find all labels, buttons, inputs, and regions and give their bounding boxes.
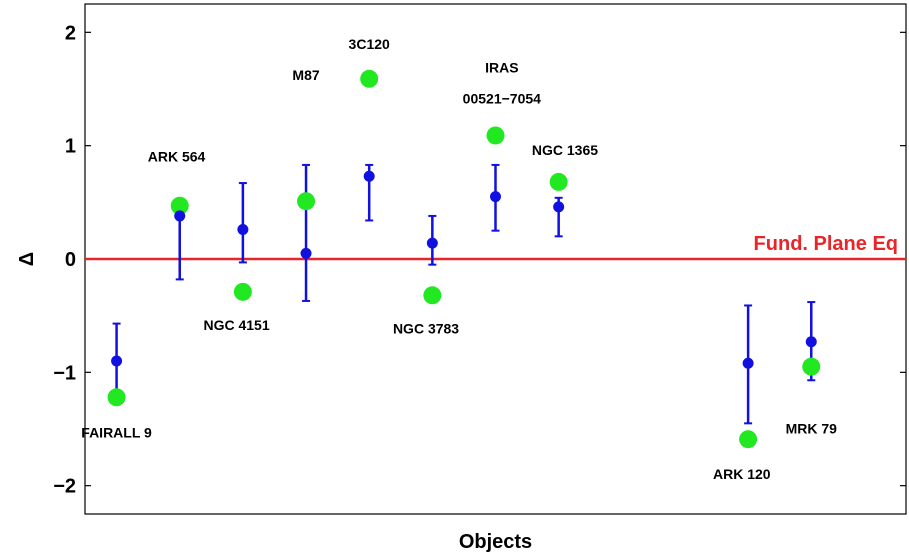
y-tick-label: 1 bbox=[65, 136, 76, 158]
object-label: NGC 1365 bbox=[532, 142, 598, 158]
blue-point bbox=[805, 336, 817, 348]
green-point bbox=[170, 196, 189, 215]
y-tick-label: 2 bbox=[65, 22, 76, 44]
series-group bbox=[107, 69, 821, 449]
object-label: FAIRALL 9 bbox=[81, 425, 152, 441]
blue-point bbox=[363, 170, 375, 182]
green-point bbox=[423, 286, 442, 305]
green-point bbox=[360, 69, 379, 88]
object-label: 00521−7054 bbox=[463, 90, 541, 106]
object-label: NGC 3783 bbox=[393, 320, 459, 336]
green-point bbox=[802, 357, 821, 376]
y-tick-label: 0 bbox=[65, 249, 76, 271]
green-point bbox=[739, 430, 758, 449]
blue-point bbox=[111, 355, 123, 367]
green-point bbox=[486, 126, 505, 145]
blue-point bbox=[174, 210, 186, 222]
green-point bbox=[297, 192, 316, 211]
blue-point bbox=[490, 191, 501, 203]
object-label: ARK 120 bbox=[713, 466, 771, 482]
object-label: IRAS bbox=[485, 59, 518, 75]
blue-point bbox=[237, 224, 249, 236]
object-labels: FAIRALL 9 ARK 564 NGC 4151 M87 3C120 NGC 3783… bbox=[81, 36, 837, 482]
object-label: 3C120 bbox=[349, 36, 390, 52]
object-label: ARK 564 bbox=[148, 149, 206, 165]
green-point bbox=[549, 172, 568, 191]
blue-point bbox=[742, 357, 754, 369]
x-axis-title: Objects bbox=[459, 531, 532, 553]
object-label: M87 bbox=[292, 67, 319, 83]
blue-point bbox=[426, 237, 438, 249]
y-tick-label: −1 bbox=[53, 362, 76, 384]
green-point bbox=[107, 388, 126, 407]
y-axis-ticks: −2 −1 0 1 2 bbox=[53, 22, 906, 498]
blue-point bbox=[553, 201, 565, 213]
object-label: MRK 79 bbox=[786, 420, 838, 436]
green-point bbox=[233, 282, 252, 301]
reference-line-label: Fund. Plane Eq bbox=[754, 233, 898, 255]
object-label: NGC 4151 bbox=[203, 317, 269, 333]
blue-point bbox=[300, 247, 312, 259]
y-axis-title: Δ bbox=[16, 252, 38, 266]
y-tick-label: −2 bbox=[53, 476, 76, 498]
